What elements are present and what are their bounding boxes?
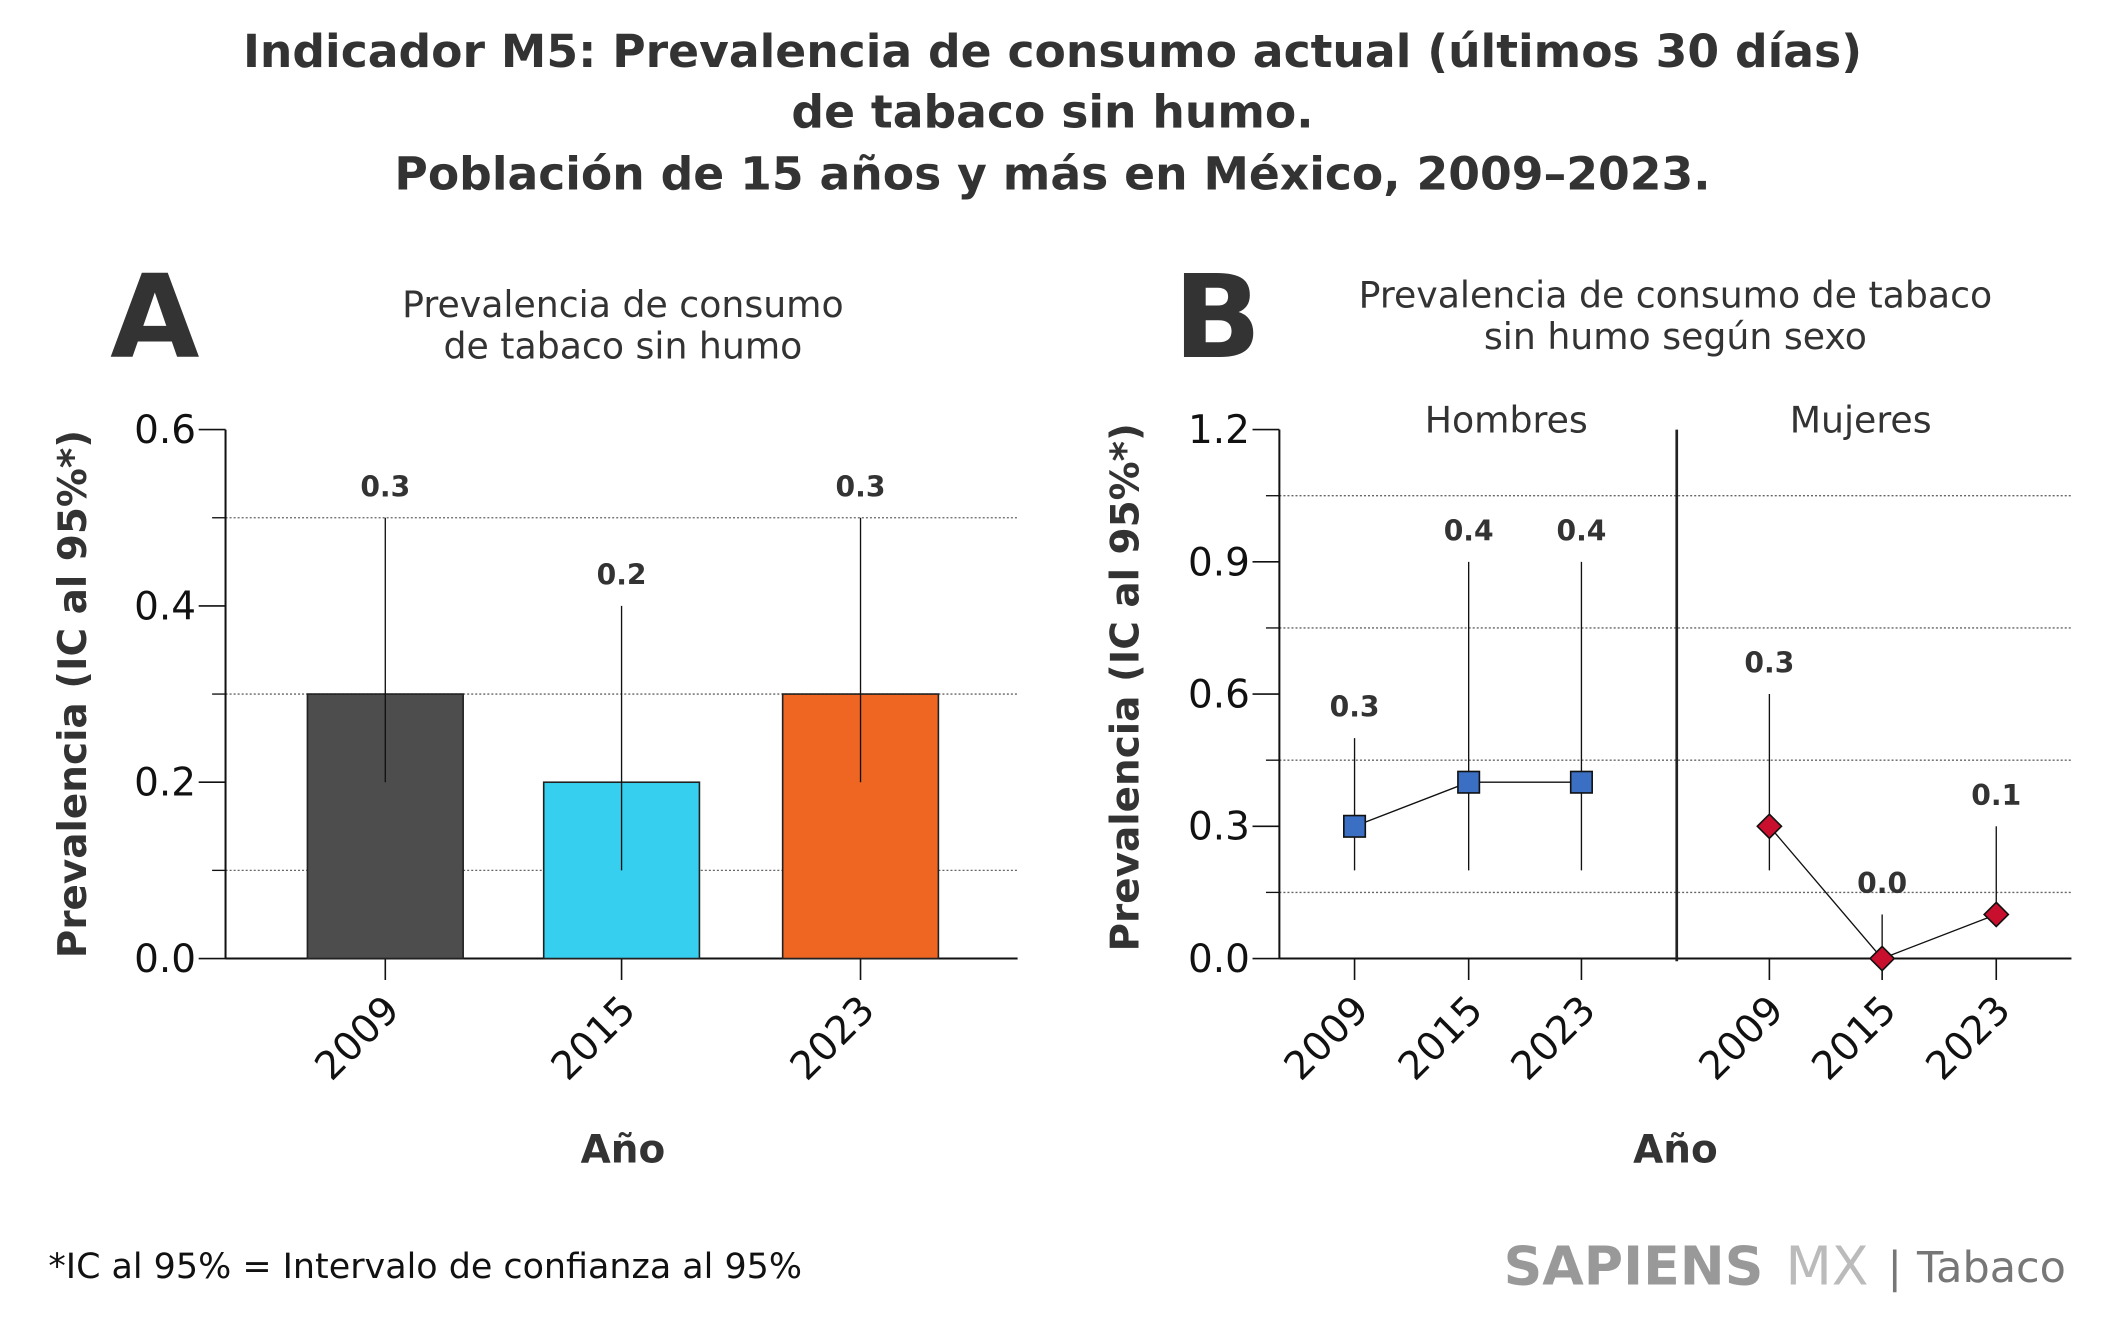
x-tick-label: 2015 <box>543 987 645 1089</box>
y-tick-label: 1.2 <box>1188 408 1250 453</box>
data-label: 0.3 <box>1744 647 1794 680</box>
data-label: 0.4 <box>1556 514 1606 547</box>
marker-square <box>1569 770 1593 794</box>
x-tick-label: 2023 <box>1918 987 2020 1089</box>
marker-diamond <box>1983 901 2010 928</box>
panel-a-title-1: Prevalencia de consumo <box>402 283 843 326</box>
panel-a-title-2: de tabaco sin humo <box>443 324 802 367</box>
brand-sapiens: SAPIENS <box>1504 1235 1764 1298</box>
group-label-mujeres: Mujeres <box>1790 398 1932 441</box>
x-tick-label: 2015 <box>1390 987 1492 1089</box>
brand-mx: MX <box>1785 1235 1868 1298</box>
x-tick-label: 2015 <box>1803 987 1905 1089</box>
y-tick-label: 0.9 <box>1188 540 1250 585</box>
x-tick-label: 2009 <box>1276 987 1378 1089</box>
panel-b-x-label: Año <box>1633 1128 1718 1173</box>
panel-b-letter: B <box>1173 251 1261 385</box>
x-tick-label: 2009 <box>1691 987 1793 1089</box>
y-tick-label: 0.2 <box>134 761 196 806</box>
chart-title-line-2: de tabaco sin humo. <box>791 86 1313 139</box>
y-tick-label: 0.4 <box>134 584 196 629</box>
x-tick-label: 2023 <box>1503 987 1605 1089</box>
brand-topic: Tabaco <box>1916 1243 2066 1293</box>
footnote: *IC al 95% = Intervalo de confianza al 9… <box>48 1247 802 1287</box>
panel-a-plot: 0.0 0.2 0.4 0.6 2009 2015 2023 0.3 0.2 0.3 <box>134 408 1018 1089</box>
panel-a-y-label: Prevalencia (IC al 95%*) <box>51 430 96 958</box>
data-label: 0.3 <box>836 470 886 503</box>
y-tick-label: 0.3 <box>1188 805 1250 850</box>
panel-a-letter: A <box>110 251 199 385</box>
data-label: 0.4 <box>1444 514 1494 547</box>
panel-b-title-2: sin humo según sexo <box>1484 315 1867 358</box>
data-label: 0.3 <box>1330 691 1380 724</box>
y-tick-label: 0.0 <box>1188 937 1250 982</box>
chart-title-line-3: Población de 15 años y más en México, 20… <box>394 147 1710 200</box>
marker-square <box>1343 814 1367 838</box>
panel-b-y-label: Prevalencia (IC al 95%*) <box>1103 423 1148 951</box>
data-label: 0.1 <box>1971 779 2021 812</box>
marker-diamond <box>1868 945 1896 972</box>
brand-logo: SAPIENS MX | Tabaco <box>1504 1235 2066 1298</box>
x-tick-label: 2009 <box>307 987 409 1089</box>
marker-square <box>1457 770 1481 794</box>
y-tick-label: 0.0 <box>134 937 196 982</box>
marker-diamond <box>1756 813 1783 840</box>
panel-a-x-label: Año <box>581 1128 666 1173</box>
x-tick-label: 2023 <box>782 987 884 1089</box>
y-tick-label: 0.6 <box>134 408 196 453</box>
group-label-hombres: Hombres <box>1425 398 1588 441</box>
panel-b-title-1: Prevalencia de consumo de tabaco <box>1359 273 1993 316</box>
y-tick-label: 0.6 <box>1188 672 1250 717</box>
brand-separator: | <box>1888 1243 1902 1293</box>
data-label: 0.0 <box>1857 867 1907 900</box>
chart-title-line-1: Indicador M5: Prevalencia de consumo act… <box>243 25 1862 78</box>
data-label: 0.2 <box>597 558 647 591</box>
data-label: 0.3 <box>360 470 410 503</box>
